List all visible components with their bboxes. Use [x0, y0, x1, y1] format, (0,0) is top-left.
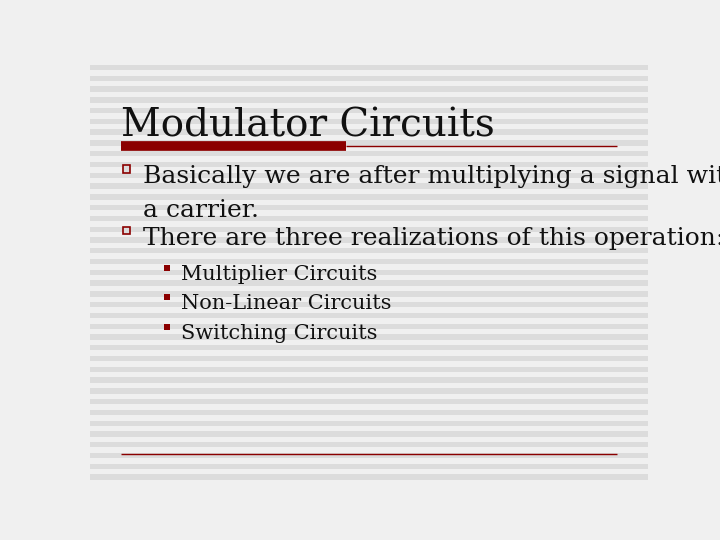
- Bar: [90, 135, 648, 140]
- Text: Switching Circuits: Switching Circuits: [181, 323, 378, 342]
- Bar: [90, 140, 648, 146]
- Bar: [90, 253, 648, 259]
- Bar: [90, 437, 648, 442]
- Bar: [90, 475, 648, 480]
- Bar: [90, 178, 648, 184]
- Bar: [90, 189, 648, 194]
- Bar: [90, 340, 648, 345]
- Bar: [90, 248, 648, 253]
- Bar: [90, 286, 648, 291]
- Bar: [90, 157, 648, 162]
- Bar: [90, 388, 648, 394]
- Bar: [90, 124, 648, 130]
- Bar: [90, 264, 648, 269]
- Bar: [90, 205, 648, 211]
- Bar: [90, 323, 648, 329]
- Bar: [90, 469, 648, 475]
- Bar: [90, 302, 648, 307]
- Bar: [90, 259, 648, 264]
- Bar: [90, 329, 648, 334]
- Bar: [90, 404, 648, 410]
- Bar: [90, 70, 648, 76]
- Bar: [90, 480, 648, 485]
- Bar: [90, 280, 648, 286]
- Bar: [90, 426, 648, 431]
- Bar: [90, 146, 648, 151]
- Bar: [90, 464, 648, 469]
- Bar: [90, 162, 648, 167]
- Bar: [90, 92, 648, 97]
- Bar: [90, 119, 648, 124]
- Bar: [90, 448, 648, 453]
- Bar: [90, 167, 648, 173]
- Bar: [90, 372, 648, 377]
- Bar: [90, 442, 648, 448]
- Bar: [90, 356, 648, 361]
- Text: Basically we are after multiplying a signal with
a carrier.: Basically we are after multiplying a sig…: [143, 165, 720, 222]
- Bar: [163, 323, 170, 330]
- Bar: [90, 421, 648, 426]
- Bar: [90, 76, 648, 81]
- Bar: [90, 291, 648, 296]
- Bar: [90, 415, 648, 421]
- Bar: [90, 173, 648, 178]
- Bar: [122, 165, 130, 173]
- Bar: [90, 367, 648, 372]
- Bar: [163, 294, 170, 300]
- Text: There are three realizations of this operation:: There are three realizations of this ope…: [143, 226, 720, 249]
- Bar: [90, 113, 648, 119]
- Bar: [90, 458, 648, 464]
- Bar: [90, 431, 648, 437]
- Bar: [90, 211, 648, 215]
- Bar: [90, 226, 648, 232]
- Bar: [90, 399, 648, 404]
- Bar: [90, 65, 648, 70]
- Bar: [90, 313, 648, 318]
- Bar: [90, 200, 648, 205]
- Bar: [90, 184, 648, 189]
- Bar: [90, 130, 648, 135]
- Bar: [90, 307, 648, 313]
- Bar: [122, 226, 130, 234]
- Bar: [90, 97, 648, 103]
- Text: Modulator Circuits: Modulator Circuits: [121, 107, 495, 144]
- Bar: [90, 361, 648, 367]
- Bar: [90, 296, 648, 302]
- Bar: [90, 221, 648, 226]
- Bar: [90, 350, 648, 356]
- Bar: [90, 275, 648, 280]
- Bar: [90, 232, 648, 237]
- Bar: [163, 265, 170, 271]
- Bar: [90, 151, 648, 157]
- Bar: [90, 237, 648, 242]
- Bar: [90, 81, 648, 86]
- Bar: [90, 334, 648, 340]
- Text: Non-Linear Circuits: Non-Linear Circuits: [181, 294, 392, 313]
- Bar: [90, 215, 648, 221]
- Bar: [90, 345, 648, 350]
- Bar: [90, 86, 648, 92]
- Bar: [90, 269, 648, 275]
- Bar: [90, 394, 648, 399]
- Bar: [90, 318, 648, 323]
- Text: Multiplier Circuits: Multiplier Circuits: [181, 265, 378, 284]
- Bar: [90, 242, 648, 248]
- Bar: [90, 108, 648, 113]
- Bar: [90, 383, 648, 388]
- Bar: [90, 453, 648, 458]
- Bar: [90, 103, 648, 108]
- Bar: [90, 377, 648, 383]
- Bar: [90, 410, 648, 415]
- Bar: [90, 194, 648, 200]
